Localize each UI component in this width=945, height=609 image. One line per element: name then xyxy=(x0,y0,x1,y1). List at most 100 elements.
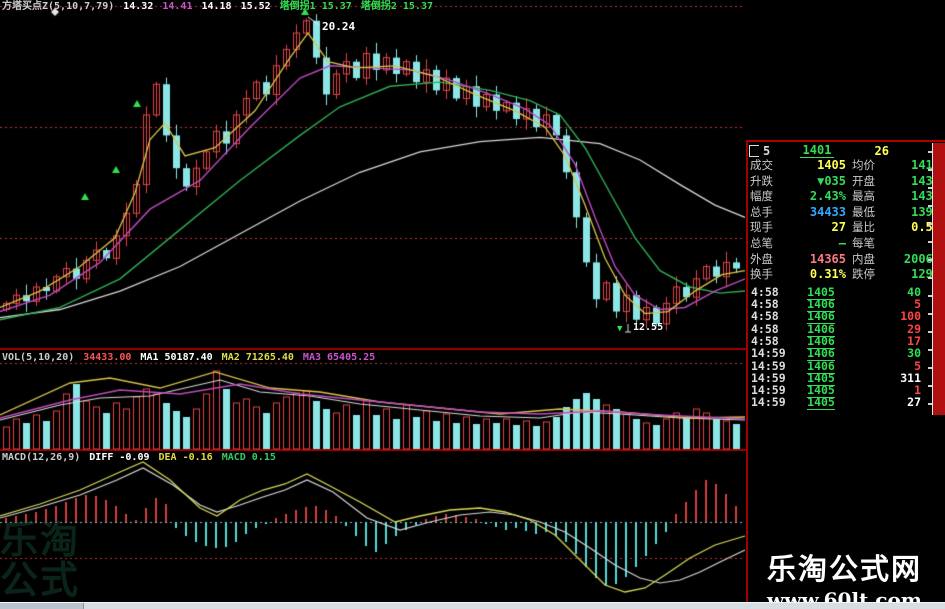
tick-time: 14:59 xyxy=(751,370,786,385)
scrollbar-tick xyxy=(928,349,932,351)
stat-value: 27 xyxy=(831,220,846,235)
indicator-value: MA1 50187.40 xyxy=(140,352,213,363)
price-volume-macd-chart[interactable] xyxy=(0,0,747,609)
indicator-value: DEA -0.16 xyxy=(158,452,213,463)
tick-price: 1405 xyxy=(807,395,835,411)
tick-time: 4:58 xyxy=(751,333,779,348)
stat-row: 总手 34433 最低 1390 xyxy=(747,204,945,220)
scrollbar-tick xyxy=(928,223,932,225)
stat-row: 总笔—每笔— xyxy=(747,235,945,251)
stat-row: 换手 0.31% 跌停 1296 xyxy=(747,266,945,282)
tick-time: 4:58 xyxy=(751,284,779,299)
indicator-value: 14.18 xyxy=(201,1,232,12)
stat-label: 最低 xyxy=(852,204,875,219)
horizontal-scrollbar[interactable] xyxy=(0,602,945,609)
scrollbar-tick xyxy=(928,151,932,153)
time-sales-row[interactable]: 14:59 1406 5 xyxy=(747,358,945,374)
scrollbar-tick xyxy=(928,169,932,171)
stat-row: 外盘 14365 内盘 20068 xyxy=(747,251,945,267)
panel-left-border xyxy=(746,140,748,602)
tick-time: 14:59 xyxy=(751,346,786,361)
stat-value: 0.31% xyxy=(809,267,846,282)
tick-volume: 29 xyxy=(907,321,921,336)
tick-time: 14:59 xyxy=(751,383,786,398)
scrollbar-tick xyxy=(928,403,932,405)
bid-price: 1401 xyxy=(800,143,834,158)
indicator-value: DIFF -0.09 xyxy=(89,452,150,463)
stat-label: 外盘 xyxy=(750,251,773,266)
stat-label: 现手 xyxy=(750,220,773,235)
tick-price: 1405 xyxy=(807,383,835,399)
peak-price-annotation: 20.24 xyxy=(322,20,356,33)
horizontal-scrollbar-thumb[interactable] xyxy=(0,603,84,609)
tick-price: 1405 xyxy=(807,284,835,300)
tick-volume: 30 xyxy=(907,346,921,361)
tick-volume: 5 xyxy=(914,297,921,312)
time-sales-row[interactable]: 4:58 1406 100 xyxy=(747,309,945,325)
stat-value: 34433 xyxy=(809,204,846,219)
indicator-value: 14.41 xyxy=(162,1,193,12)
time-sales-list[interactable]: 4:58 1405 40 4:58 1406 5 4:58 1406 100 4:58 1406 29… xyxy=(747,284,945,411)
stat-label: 幅度 xyxy=(750,189,773,204)
tick-volume: 27 xyxy=(907,395,921,410)
stat-label: 最高 xyxy=(852,189,875,204)
panel-scrollbar[interactable] xyxy=(928,143,945,415)
stat-label: 每笔 xyxy=(852,235,875,250)
indicator-value: 塔倒拐2 15.37 xyxy=(360,1,433,12)
tick-price: 1406 xyxy=(807,321,835,337)
bid-level-row[interactable]: 5 1401 26 xyxy=(747,143,945,158)
time-sales-row[interactable]: 4:58 1405 40 xyxy=(747,284,945,300)
tick-price: 1406 xyxy=(807,309,835,325)
tick-volume: 5 xyxy=(914,358,921,373)
tick-volume: 100 xyxy=(900,309,921,324)
bid-volume: 26 xyxy=(874,143,889,158)
time-sales-row[interactable]: 14:59 1406 30 xyxy=(747,346,945,362)
scrollbar-tick xyxy=(928,277,932,279)
stat-row: 成交 1405 均价 1412 xyxy=(747,157,945,173)
quote-panel: 5 1401 26 成交 1405 均价 1412 升跌 ▼035 开盘 1430 幅度 2.43… xyxy=(747,0,945,609)
time-sales-row[interactable]: 14:59 1405 27 xyxy=(747,395,945,411)
scrollbar-tick xyxy=(928,367,932,369)
tick-price: 1406 xyxy=(807,358,835,374)
indicator-value: MA3 65405.25 xyxy=(302,352,376,363)
stat-row: 现手 27 量比 0.58 xyxy=(747,219,945,235)
indicator-name: VOL(5,10,20) xyxy=(2,352,75,363)
scrollbar-tick xyxy=(928,241,932,243)
stat-label: 总手 xyxy=(750,204,773,219)
tick-price: 1405 xyxy=(807,370,835,386)
branding-block: 乐淘公式网 www.60lt.com xyxy=(752,546,937,609)
stat-label: 量比 xyxy=(852,220,875,235)
scrollbar-tick xyxy=(928,205,932,207)
tick-time: 4:58 xyxy=(751,321,779,336)
time-sales-row[interactable]: 4:58 1406 29 xyxy=(747,321,945,337)
time-sales-row[interactable]: 4:58 1406 17 xyxy=(747,333,945,349)
scrollbar-tick xyxy=(928,295,932,297)
panel-top-border xyxy=(747,140,945,142)
tick-time: 14:59 xyxy=(751,358,786,373)
stat-value: — xyxy=(838,235,846,250)
stat-label: 开盘 xyxy=(852,173,875,188)
stat-value: 14365 xyxy=(809,251,846,266)
background-watermark: 乐淘公式网 xyxy=(0,518,81,609)
tick-volume: 311 xyxy=(900,370,921,385)
scrollbar-tick xyxy=(928,385,932,387)
time-sales-row[interactable]: 14:59 1405 311 xyxy=(747,370,945,386)
indicator-value: 34433.00 xyxy=(83,352,132,363)
indicator-value: 15.52 xyxy=(240,1,271,12)
stat-label: 成交 xyxy=(750,158,773,172)
stat-label: 内盘 xyxy=(852,251,875,266)
stat-value: 2.43% xyxy=(809,189,846,204)
scrollbar-tick xyxy=(928,313,932,315)
low-arrow-icon: ▼ xyxy=(617,324,623,334)
stat-label: 升跌 xyxy=(750,173,773,188)
stats-rows: 成交 1405 均价 1412 升跌 ▼035 开盘 1430 幅度 2.43% 最高 1437 总手 3… xyxy=(747,157,945,282)
tick-price: 1406 xyxy=(807,333,835,349)
main-indicator-header: 方塔买点Z(5,10,7,79) 14.32 14.41 14.18 15.52 塔倒拐1… xyxy=(2,1,742,12)
scrollbar-tick xyxy=(928,187,932,189)
indicator-value: MA2 71265.40 xyxy=(221,352,294,363)
time-sales-row[interactable]: 14:59 1405 1 xyxy=(747,383,945,399)
row-bracket-icon xyxy=(749,144,759,157)
bid-level: 5 xyxy=(763,143,771,158)
time-sales-row[interactable]: 4:58 1406 5 xyxy=(747,297,945,313)
